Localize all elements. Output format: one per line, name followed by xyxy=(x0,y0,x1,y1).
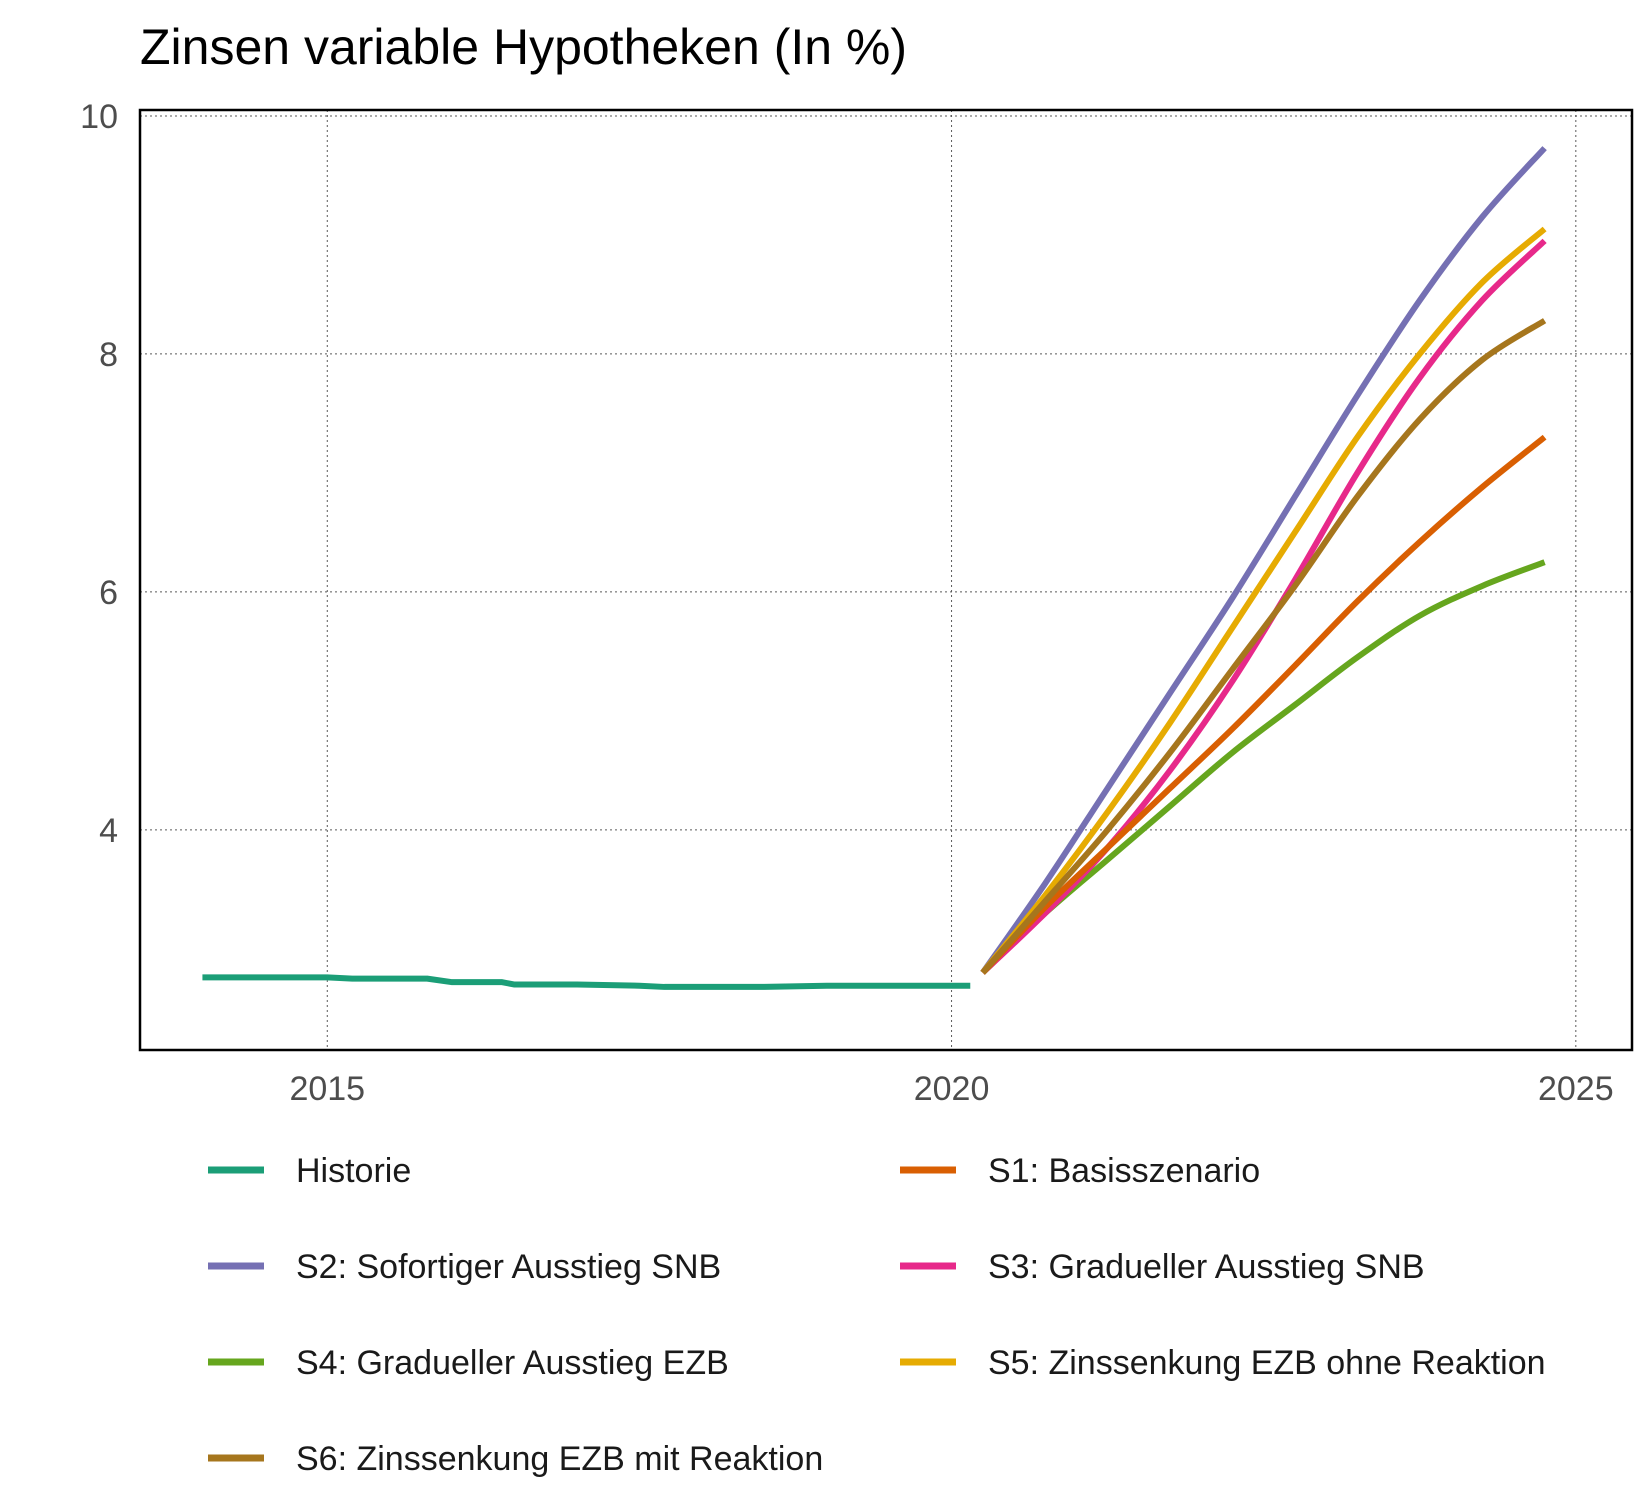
grid-layer xyxy=(140,110,1632,1050)
legend-item-historie: Historie xyxy=(208,1152,411,1190)
legend-item-s4-gradueller-ausstieg-ezb: S4: Gradueller Ausstieg EZB xyxy=(208,1344,729,1382)
series-line-s2-sofortiger-ausstieg-snb xyxy=(980,146,1547,975)
series-line-s5-zinssenkung-ezb-ohne-reaktion xyxy=(980,226,1547,975)
axis-layer: 4 6 8 10 2015 2020 2025 xyxy=(80,98,1613,1108)
x-tick-label: 2015 xyxy=(289,1070,365,1108)
legend-item-s6-zinssenkung-ezb-mit-reaktion: S6: Zinssenkung EZB mit Reaktion xyxy=(208,1440,823,1478)
series-line-s1-basisszenario xyxy=(980,434,1547,975)
legend-label: S3: Gradueller Ausstieg SNB xyxy=(988,1248,1425,1286)
legend-label: S4: Gradueller Ausstieg EZB xyxy=(296,1344,729,1382)
legend-item-s5-zinssenkung-ezb-ohne-reaktion: S5: Zinssenkung EZB ohne Reaktion xyxy=(900,1344,1546,1382)
y-tick-label: 10 xyxy=(80,98,118,136)
legend-label: S2: Sofortiger Ausstieg SNB xyxy=(296,1248,721,1286)
legend-item-s1-basisszenario: S1: Basisszenario xyxy=(900,1152,1260,1190)
y-tick-label: 6 xyxy=(99,574,118,612)
series-line-historie xyxy=(202,974,971,990)
legend-label: S6: Zinssenkung EZB mit Reaktion xyxy=(296,1440,823,1478)
legend: Historie S1: Basisszenario S2: Sofortiger … xyxy=(208,1152,1546,1478)
plot-frame xyxy=(138,108,1634,1052)
legend-label: S1: Basisszenario xyxy=(988,1152,1260,1190)
chart-title: Zinsen variable Hypotheken (In %) xyxy=(140,19,907,75)
legend-item-s3-gradueller-ausstieg-snb: S3: Gradueller Ausstieg SNB xyxy=(900,1248,1425,1286)
legend-label: S5: Zinssenkung EZB ohne Reaktion xyxy=(988,1344,1546,1382)
legend-item-s2-sofortiger-ausstieg-snb: S2: Sofortiger Ausstieg SNB xyxy=(208,1248,721,1286)
series-layer xyxy=(202,146,1547,990)
legend-label: Historie xyxy=(296,1152,411,1190)
y-tick-label: 4 xyxy=(99,812,118,850)
x-tick-label: 2025 xyxy=(1538,1070,1614,1108)
x-tick-label: 2020 xyxy=(914,1070,990,1108)
series-line-s6-zinssenkung-ezb-mit-reaktion xyxy=(980,318,1547,975)
y-tick-label: 8 xyxy=(99,336,118,374)
